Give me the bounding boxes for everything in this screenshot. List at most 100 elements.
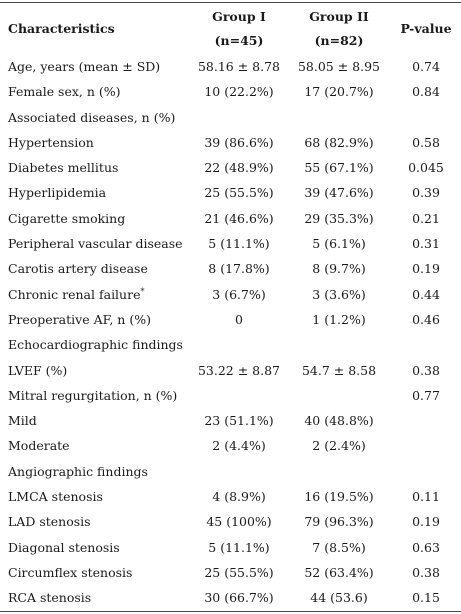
row-label-text: Mild xyxy=(8,413,37,429)
row-group2-value: 3 (3.6%) xyxy=(312,286,366,302)
row-pvalue: 0.21 xyxy=(412,210,440,226)
table-row: Female sex, n (%) 10 (22.2%) 17 (20.7%) 0.8… xyxy=(0,79,461,104)
bottom-rule xyxy=(0,611,461,612)
header-group1-title: Group I xyxy=(212,9,266,24)
header-group1-n: (n=45) xyxy=(214,33,264,48)
row-group1-value: 2 (4.4%) xyxy=(212,438,266,454)
row-label-text: Female sex, n (%) xyxy=(8,84,121,100)
row-group2-value: 44 (53.6) xyxy=(310,590,368,606)
row-group1-value: 0 xyxy=(235,311,243,327)
row-label: LAD stenosis xyxy=(8,509,91,534)
row-group1-value: 5 (11.1%) xyxy=(208,236,270,252)
row-pvalue: 0.74 xyxy=(412,59,440,74)
table-row: Hyperlipidemia 25 (55.5%) 39 (47.6%) 0.39 xyxy=(0,180,461,205)
row-label-text: Chronic renal failure xyxy=(8,286,141,302)
row-group2-value: 1 (1.2%) xyxy=(312,311,366,327)
row-group1-value: 25 (55.5%) xyxy=(204,564,274,580)
row-pvalue: 0.77 xyxy=(412,387,440,403)
row-label: Angiographic findings xyxy=(8,459,148,484)
row-pvalue: 0.19 xyxy=(412,514,440,530)
row-group1-value: 4 (8.9%) xyxy=(212,489,266,505)
row-label-text: RCA stenosis xyxy=(8,590,92,606)
row-group2-value: 7 (8.5%) xyxy=(312,539,366,555)
row-group1-value: 22 (48.9%) xyxy=(204,160,274,176)
row-group1-value: 58.16 ± 8.78 xyxy=(197,59,281,74)
table-row: Carotis artery disease 8 (17.8%) 8 (9.7%) 0… xyxy=(0,256,461,281)
table-row: Peripheral vascular disease 5 (11.1%) 5 (6… xyxy=(0,231,461,256)
header-group2-n: (n=82) xyxy=(314,33,364,48)
row-label-text: Diabetes mellitus xyxy=(8,160,119,176)
row-label-text: Cigarette smoking xyxy=(8,210,126,226)
table-row: Age, years (mean ± SD) 58.16 ± 8.78 58.05 … xyxy=(0,54,461,79)
row-group2-value: 79 (96.3%) xyxy=(304,514,374,530)
row-label: Carotis artery disease xyxy=(8,256,148,281)
table-row: Diabetes mellitus 22 (48.9%) 55 (67.1%) 0.0… xyxy=(0,155,461,180)
table-row: Mitral regurgitation, n (%) 0.77 xyxy=(0,383,461,408)
row-group2-value: 55 (67.1%) xyxy=(304,160,374,176)
row-group2-value: 52 (63.4%) xyxy=(304,564,374,580)
row-label: LVEF (%) xyxy=(8,358,67,383)
row-group1-value: 45 (100%) xyxy=(206,514,272,530)
table-row: Associated diseases, n (%) xyxy=(0,105,461,130)
row-group2-value: 16 (19.5%) xyxy=(304,489,374,505)
row-group1-value: 5 (11.1%) xyxy=(208,539,270,555)
row-label-text: Mitral regurgitation, n (%) xyxy=(8,387,178,403)
row-group2-value: 2 (2.4%) xyxy=(312,438,366,454)
row-label-text: LVEF (%) xyxy=(8,362,68,378)
header-group2-title: Group II xyxy=(309,9,369,24)
row-label-text: Diagonal stenosis xyxy=(8,539,120,555)
row-label: Hyperlipidemia xyxy=(8,180,106,205)
row-label: Hypertension xyxy=(8,130,94,155)
row-label-text: LMCA stenosis xyxy=(8,489,103,505)
row-label: Associated diseases, n (%) xyxy=(8,105,175,130)
table-row: LMCA stenosis 4 (8.9%) 16 (19.5%) 0.11 xyxy=(0,484,461,509)
header-group1: Group I (n=45) xyxy=(196,5,282,53)
row-group2-value: 17 (20.7%) xyxy=(304,84,374,100)
footnote-marker: * xyxy=(140,286,145,296)
row-pvalue: 0.31 xyxy=(412,236,440,252)
row-label: Circumflex stenosis xyxy=(8,560,132,585)
row-group1-value: 10 (22.2%) xyxy=(204,84,274,100)
row-group2-value: 40 (48.8%) xyxy=(304,413,374,429)
row-label: LMCA stenosis xyxy=(8,484,103,509)
table-row: Circumflex stenosis 25 (55.5%) 52 (63.4%) 0… xyxy=(0,560,461,585)
table-row: Diagonal stenosis 5 (11.1%) 7 (8.5%) 0.63 xyxy=(0,535,461,560)
table-row: Echocardiographic findings xyxy=(0,332,461,357)
row-label-text: Peripheral vascular disease xyxy=(8,236,183,252)
row-group1-value: 8 (17.8%) xyxy=(208,261,270,277)
row-pvalue: 0.38 xyxy=(412,362,440,378)
row-pvalue: 0.11 xyxy=(412,489,440,505)
row-group2-value: 39 (47.6%) xyxy=(304,185,374,201)
table-row: Angiographic findings xyxy=(0,459,461,484)
row-pvalue: 0.19 xyxy=(412,261,440,277)
row-label: Chronic renal failure* xyxy=(8,282,144,307)
row-pvalue: 0.045 xyxy=(408,160,444,176)
row-label: Diagonal stenosis xyxy=(8,535,120,560)
table-row: Mild 23 (51.1%) 40 (48.8%) xyxy=(0,408,461,433)
row-label: Female sex, n (%) xyxy=(8,79,121,104)
row-label-text: Echocardiographic findings xyxy=(8,337,183,353)
table-row: Chronic renal failure* 3 (6.7%) 3 (3.6%) 0.… xyxy=(0,282,461,307)
table-row: RCA stenosis 30 (66.7%) 44 (53.6) 0.15 xyxy=(0,585,461,610)
row-group2-value: 5 (6.1%) xyxy=(312,236,366,252)
row-pvalue: 0.15 xyxy=(412,590,440,606)
row-label: Age, years (mean ± SD) xyxy=(8,54,160,79)
row-pvalue: 0.44 xyxy=(412,286,440,302)
header-group2: Group II (n=82) xyxy=(296,5,382,53)
table-row: LAD stenosis 45 (100%) 79 (96.3%) 0.19 xyxy=(0,509,461,534)
row-label-text: LAD stenosis xyxy=(8,514,91,530)
row-group1-value: 3 (6.7%) xyxy=(212,286,266,302)
row-label-text: Angiographic findings xyxy=(8,463,148,479)
row-label: Cigarette smoking xyxy=(8,206,125,231)
row-label: Preoperative AF, n (%) xyxy=(8,307,151,332)
row-label-text: Preoperative AF, n (%) xyxy=(8,311,151,327)
row-pvalue: 0.46 xyxy=(412,311,440,327)
table-row: LVEF (%) 53.22 ± 8.87 54.7 ± 8.58 0.38 xyxy=(0,358,461,383)
row-label-text: Circumflex stenosis xyxy=(8,564,133,580)
row-group1-value: 25 (55.5%) xyxy=(204,185,274,201)
table-row: Hypertension 39 (86.6%) 68 (82.9%) 0.58 xyxy=(0,130,461,155)
row-group1-value: 53.22 ± 8.87 xyxy=(197,362,281,378)
row-label: Moderate xyxy=(8,433,70,458)
row-label: RCA stenosis xyxy=(8,585,91,610)
